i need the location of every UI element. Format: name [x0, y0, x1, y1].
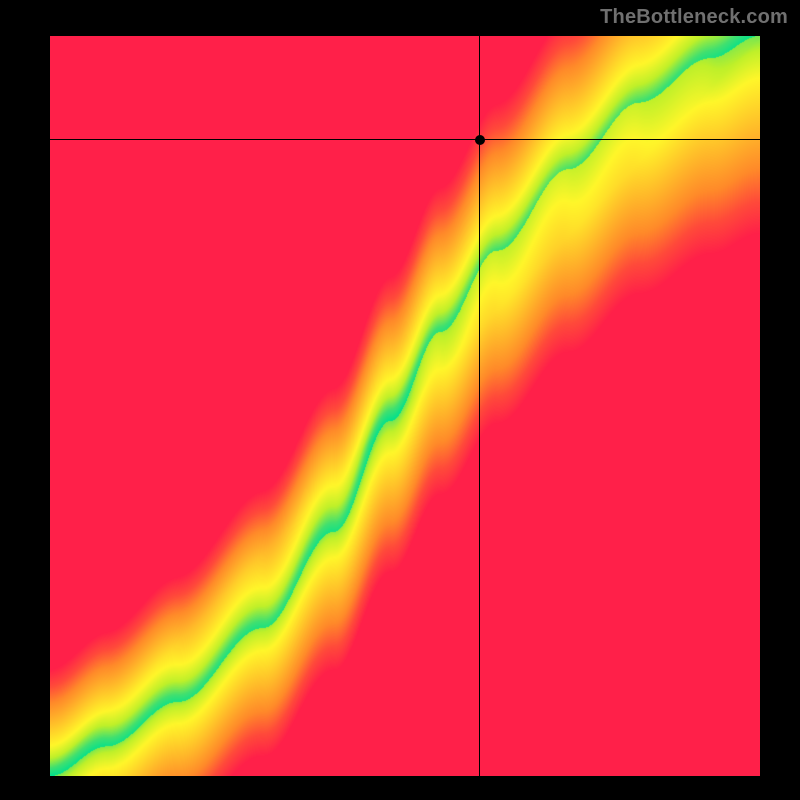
bottleneck-heatmap: [50, 36, 760, 776]
heatmap-canvas: [50, 36, 760, 776]
crosshair-vertical: [479, 36, 481, 776]
selection-marker-dot: [475, 135, 485, 145]
site-watermark: TheBottleneck.com: [600, 6, 788, 29]
crosshair-horizontal: [50, 139, 760, 141]
